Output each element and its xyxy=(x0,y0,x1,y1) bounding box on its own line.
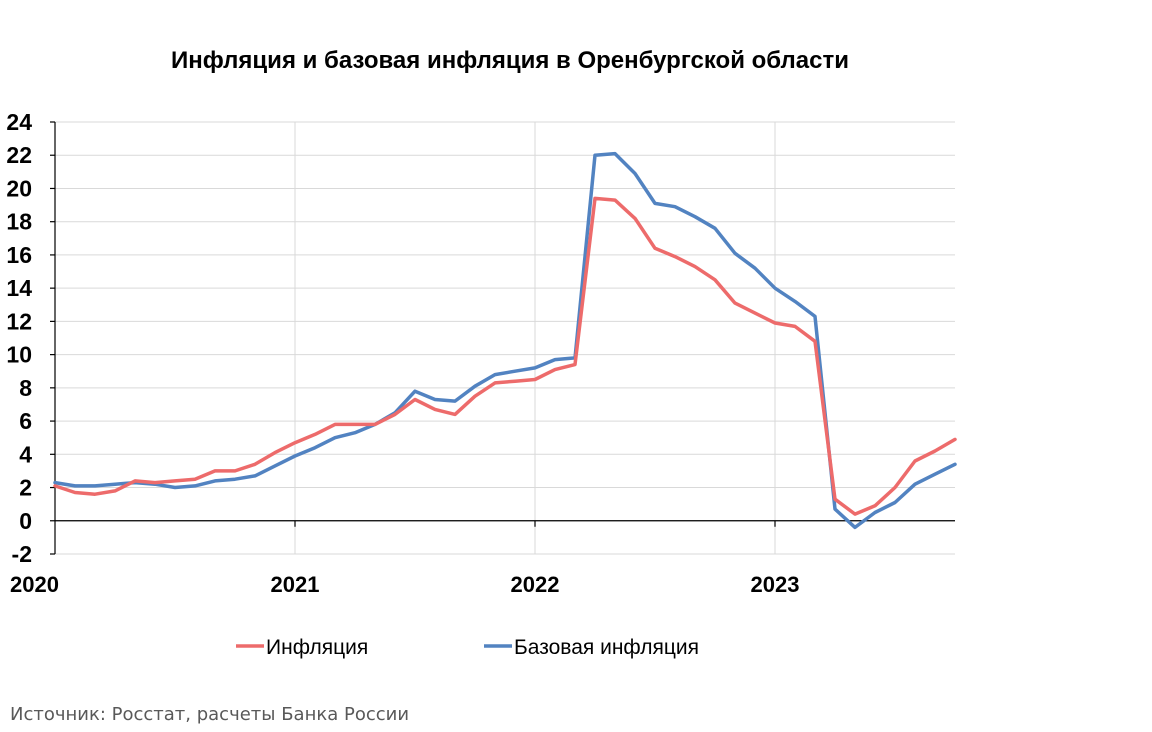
y-tick-label: 24 xyxy=(6,109,32,135)
series-line-inflation xyxy=(53,196,957,516)
y-tick-label: 14 xyxy=(6,275,32,301)
chart-title: Инфляция и базовая инфляция в Оренбургск… xyxy=(171,47,849,74)
y-tick-label: 2 xyxy=(19,475,32,501)
x-tick-label: 2020 xyxy=(10,572,59,597)
y-tick-label: 12 xyxy=(6,308,32,334)
y-tick-label: 20 xyxy=(6,175,32,201)
y-tick-label: 4 xyxy=(19,441,32,467)
y-tick-label: 6 xyxy=(19,408,32,434)
y-tick-label: 8 xyxy=(19,375,32,401)
legend-label: Базовая инфляция xyxy=(514,636,699,659)
y-tick-label: 16 xyxy=(6,242,32,268)
y-tick-label: -2 xyxy=(12,541,32,567)
legend-label: Инфляция xyxy=(266,636,368,659)
x-tick-label: 2023 xyxy=(751,572,800,597)
y-tick-label: 0 xyxy=(19,508,32,534)
source-note: Источник: Росстат, расчеты Банка России xyxy=(10,704,410,725)
grid xyxy=(55,121,955,555)
series-line-core-inflation xyxy=(53,151,957,530)
x-axis-ticks: 2020 2021 2022 2023 xyxy=(10,572,799,597)
x-tick-label: 2022 xyxy=(511,572,560,597)
legend: Инфляция Базовая инфляция xyxy=(236,636,699,659)
y-tick-label: 18 xyxy=(6,209,32,235)
y-tick-label: 10 xyxy=(6,342,32,368)
series-lines xyxy=(53,151,957,530)
axes xyxy=(50,121,955,555)
y-tick-label: 22 xyxy=(6,142,32,168)
x-tick-label: 2021 xyxy=(271,572,320,597)
